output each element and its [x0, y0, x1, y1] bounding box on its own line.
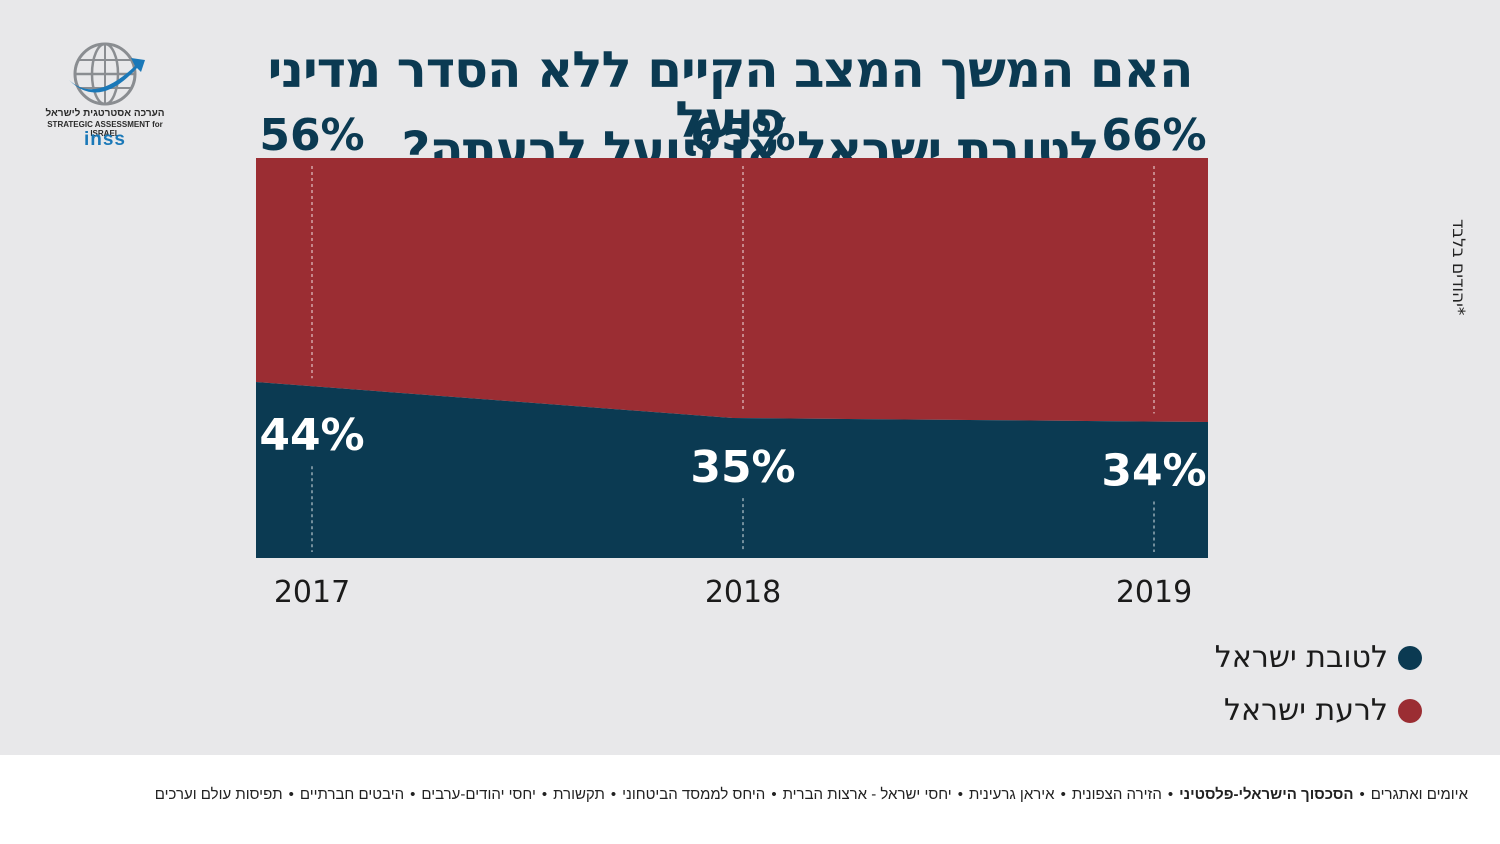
- logo-english-text: STRATEGIC ASSESSMENT for ISRAEL: [47, 120, 163, 138]
- x-tick-label: 2018: [705, 575, 781, 610]
- footer-topic[interactable]: תפיסות עולם וערכים: [154, 786, 283, 803]
- logo-hebrew-text: הערכה אסטרטגית לישראל: [45, 108, 165, 119]
- inss-globe-logo: [69, 42, 145, 106]
- footer-separator: •: [1359, 786, 1365, 803]
- legend-label-bad: לרעת ישראל: [1223, 693, 1388, 728]
- data-label-good: 34%: [1101, 446, 1206, 497]
- data-label-good: 44%: [259, 410, 364, 461]
- side-note: *יהודים בלבד: [1448, 218, 1468, 315]
- logo-brand-text: inss: [83, 129, 127, 150]
- footer-topic[interactable]: היחס לממסד הביטחוני: [622, 786, 766, 803]
- footer-separator: •: [541, 786, 548, 803]
- footer-topic[interactable]: הסכסוך הישראלי-פלסטיני: [1179, 786, 1354, 803]
- footer-topic[interactable]: הזירה הצפונית: [1071, 786, 1162, 803]
- footer-topic[interactable]: היבטים חברתיים: [299, 786, 405, 803]
- footer-topic[interactable]: יחסי ישראל - ארצות הברית: [782, 786, 952, 803]
- x-tick-label: 2019: [1116, 575, 1192, 610]
- legend-item-bad: לרעת ישראל: [1224, 693, 1422, 728]
- footer-topic[interactable]: איומים ואתגרים: [1370, 786, 1468, 803]
- footer-bar: [0, 755, 1500, 844]
- legend-swatch-good: [1398, 645, 1422, 670]
- footer-separator: •: [610, 786, 617, 803]
- data-label-bad: 56%: [259, 110, 364, 161]
- stacked-area-chart: 56% 44% 2017 65% 35% 2018 66% 34% 2019: [256, 110, 1208, 610]
- x-tick-label: 2017: [274, 575, 350, 610]
- area-series-good: [256, 382, 1208, 558]
- area-series-bad: [256, 158, 1208, 422]
- legend-swatch-bad: [1398, 698, 1422, 723]
- footer-separator: •: [288, 786, 294, 803]
- data-label-bad: 66%: [1101, 110, 1206, 161]
- footer-topic[interactable]: תקשורת: [553, 786, 605, 803]
- chart-title-line1: האם המשך המצב הקיים ללא הסדר מדיני פועל: [267, 41, 1194, 149]
- data-label-bad: 65%: [690, 110, 795, 161]
- legend-item-good: לטובת ישראל: [1215, 640, 1422, 675]
- footer-topic-list: איומים ואתגרים • הסכסוך הישראלי-פלסטיני • הז…: [155, 786, 1468, 803]
- footer-separator: •: [1060, 786, 1066, 803]
- footer-separator: •: [1167, 786, 1174, 803]
- footer-separator: •: [957, 786, 963, 803]
- footer-topic[interactable]: יחסי יהודים-ערבים: [421, 786, 536, 803]
- legend-label-good: לטובת ישראל: [1214, 640, 1388, 675]
- footer-separator: •: [771, 786, 777, 803]
- footer-topic[interactable]: איראן גרעינית: [968, 786, 1055, 803]
- data-label-good: 35%: [690, 442, 795, 493]
- footer-separator: •: [410, 786, 416, 803]
